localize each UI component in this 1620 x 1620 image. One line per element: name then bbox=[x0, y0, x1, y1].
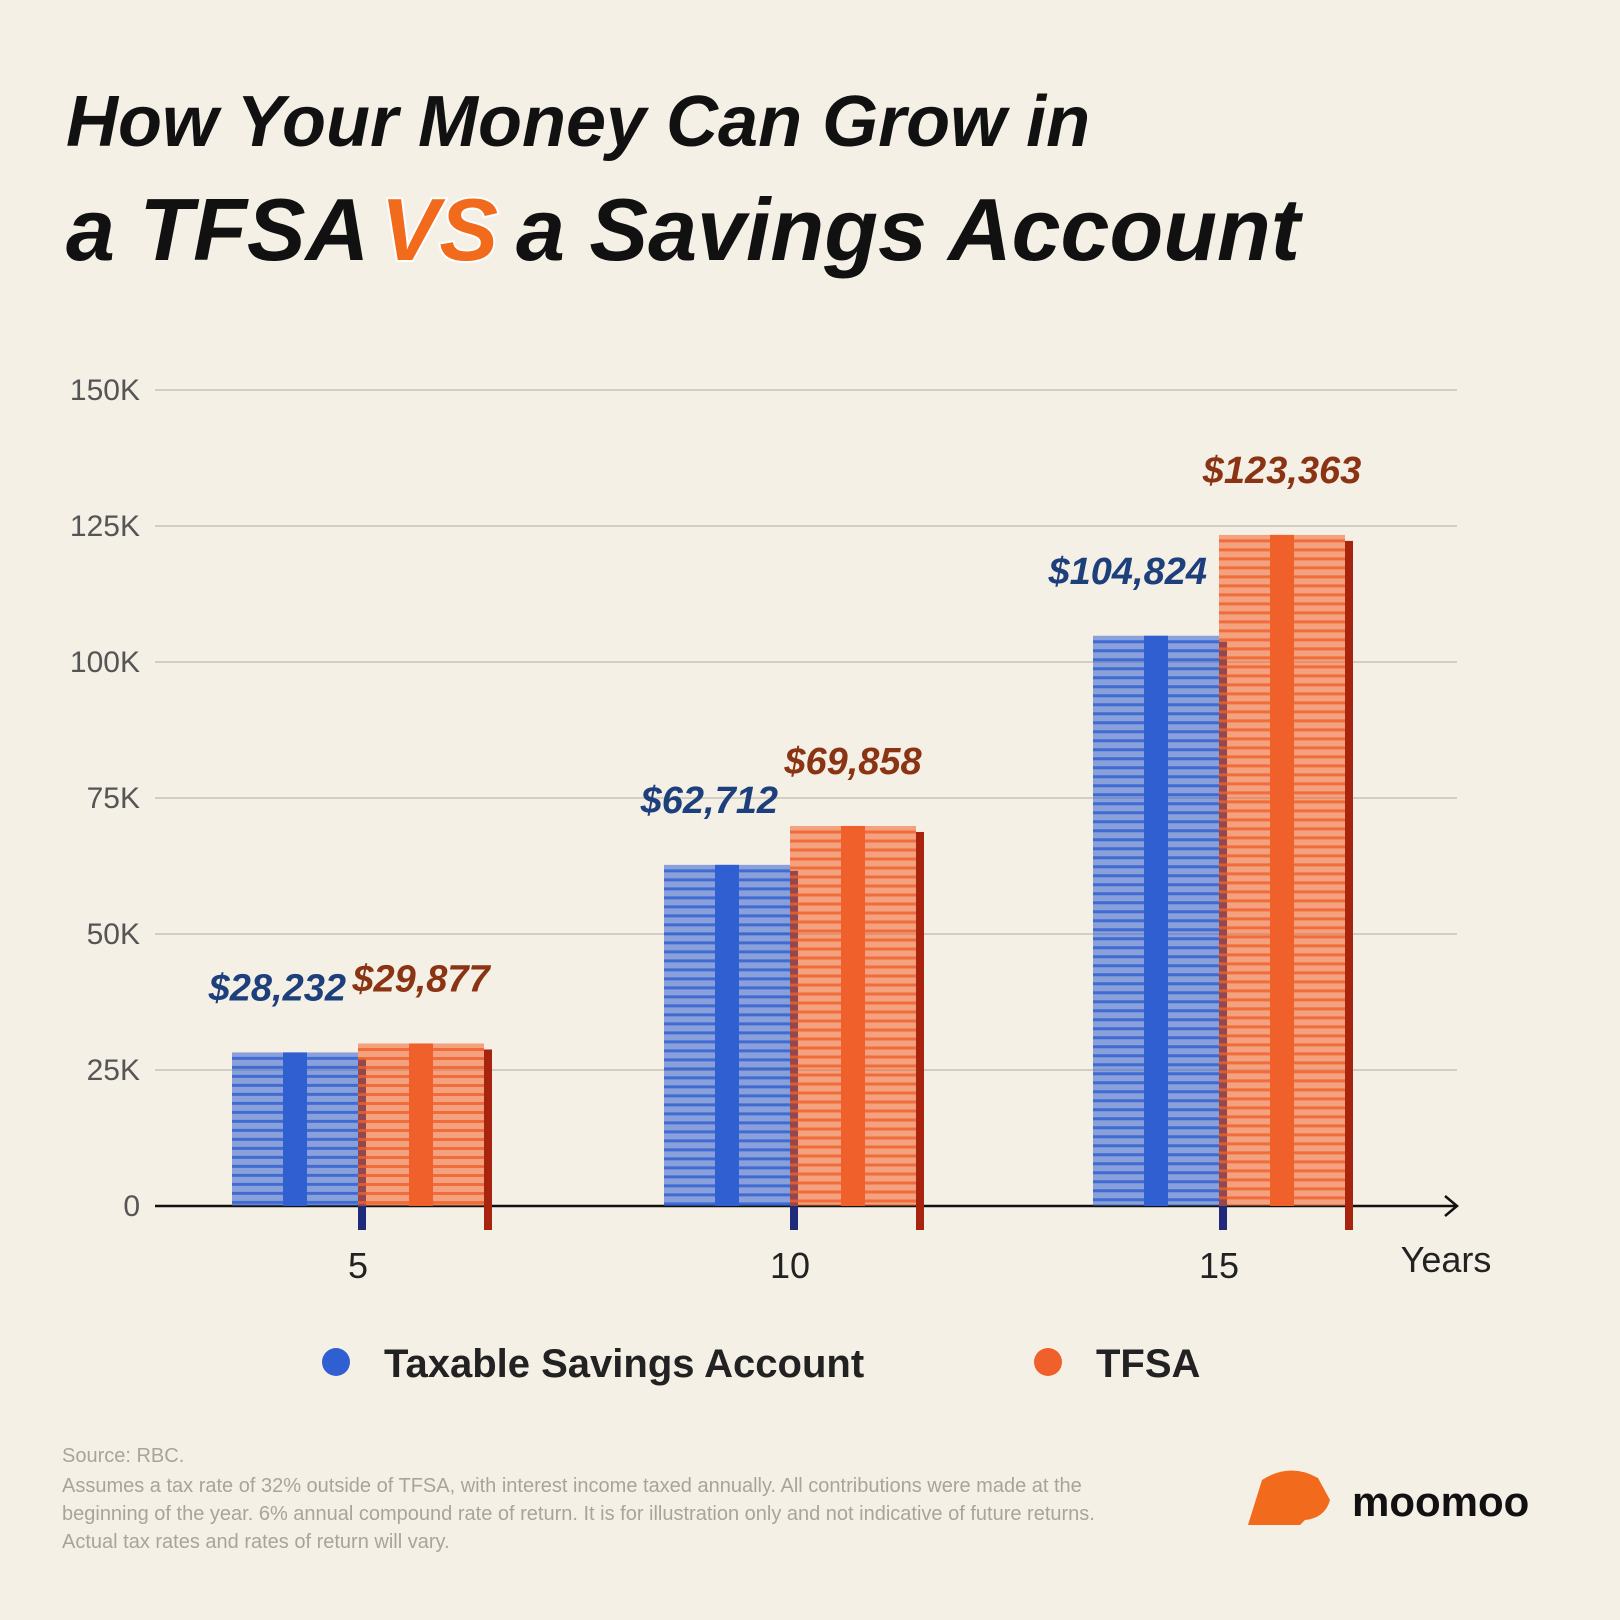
value-label: $28,232 bbox=[208, 967, 346, 1009]
value-label: $123,363 bbox=[1202, 450, 1362, 492]
x-axis-label: Years bbox=[1401, 1239, 1492, 1280]
title-part: a Savings Account bbox=[516, 180, 1304, 279]
plot: 0 25K 50K 75K 100K 125K 150K 5 $28,232 $29,877 10 $… bbox=[70, 374, 1459, 1386]
brand-logo: moomoo bbox=[1248, 1470, 1529, 1525]
value-label: $69,858 bbox=[783, 741, 922, 783]
y-tick-label: 75K bbox=[87, 782, 140, 815]
y-tick-label: 50K bbox=[87, 918, 140, 951]
y-tick-label: 150K bbox=[70, 374, 140, 407]
legend-swatch bbox=[322, 1348, 350, 1376]
bill-band bbox=[409, 1043, 433, 1206]
source: Source: RBC. bbox=[62, 1445, 184, 1467]
legend-label: Taxable Savings Account bbox=[384, 1342, 864, 1386]
x-tick-label: 10 bbox=[770, 1245, 810, 1286]
y-tick-label: 125K bbox=[70, 510, 140, 543]
title-line1: How Your Money Can Grow in bbox=[66, 82, 1090, 162]
legend-swatch bbox=[1034, 1348, 1062, 1376]
legend-label: TFSA bbox=[1096, 1342, 1200, 1386]
value-label: $104,824 bbox=[1048, 551, 1208, 593]
bar-side bbox=[484, 1049, 492, 1230]
bill-band bbox=[1270, 534, 1294, 1206]
footnote-line: Assumes a tax rate of 32% outside of TFS… bbox=[62, 1475, 1082, 1497]
title-part: a TFSA bbox=[66, 180, 364, 279]
bar-side bbox=[1345, 540, 1353, 1230]
title-vs: VS bbox=[381, 180, 498, 279]
x-tick-label: 15 bbox=[1199, 1245, 1239, 1286]
title-line2: a TFSA VS a Savings Account bbox=[66, 180, 1304, 279]
bill-band bbox=[841, 825, 865, 1206]
value-label: $29,877 bbox=[351, 958, 491, 1000]
logo-icon bbox=[1248, 1470, 1330, 1525]
value-label: $62,712 bbox=[640, 780, 778, 822]
y-tick-label: 25K bbox=[87, 1054, 140, 1087]
footnote-line: Actual tax rates and rates of return wil… bbox=[62, 1531, 450, 1553]
y-tick-label: 0 bbox=[123, 1190, 140, 1223]
bill-band bbox=[715, 864, 739, 1206]
y-tick-label: 100K bbox=[70, 646, 140, 679]
x-axis-arrow bbox=[1444, 1195, 1459, 1217]
bill-band bbox=[1144, 635, 1168, 1206]
bill-band bbox=[283, 1052, 307, 1206]
footnote-line: beginning of the year. 6% annual compoun… bbox=[62, 1503, 1095, 1525]
x-tick-label: 5 bbox=[348, 1245, 368, 1286]
bar-side bbox=[916, 831, 924, 1230]
brand-name: moomoo bbox=[1352, 1478, 1529, 1525]
